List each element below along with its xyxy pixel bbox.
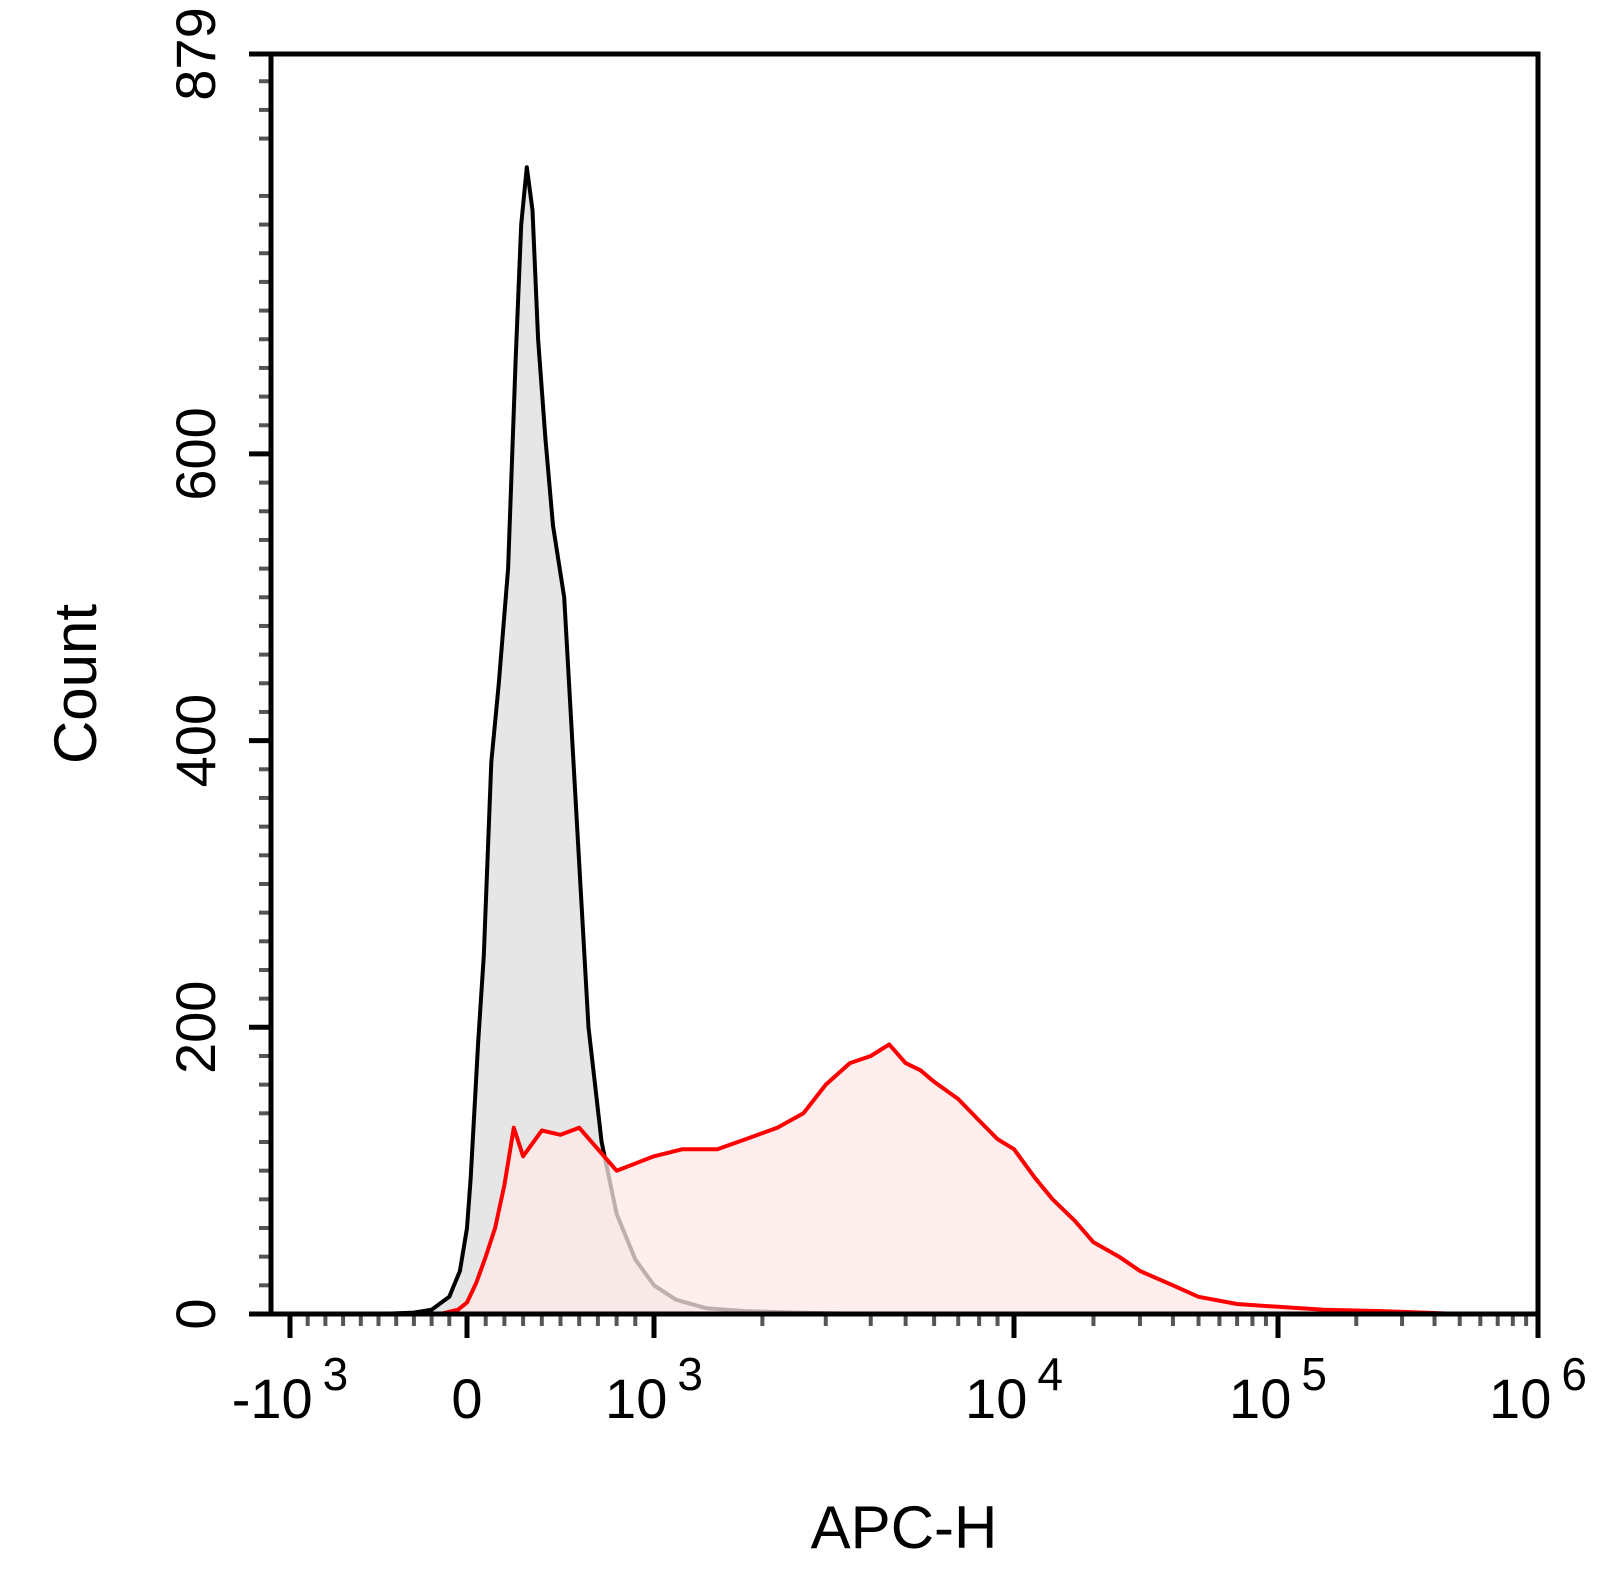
- x-tick-label: 10 4: [965, 1348, 1063, 1430]
- x-axis-title: APC-H: [811, 1494, 998, 1561]
- x-tick-label: 10 6: [1489, 1348, 1587, 1430]
- y-tick-label: 0: [164, 1298, 227, 1329]
- plot-frame: [268, 51, 1541, 1317]
- series-line-sample: [439, 1042, 1460, 1316]
- y-tick-label: 200: [164, 981, 227, 1074]
- series-fill-control: [378, 167, 1460, 1315]
- x-tick-label: -10 3: [232, 1348, 349, 1430]
- y-tick-label: 879: [164, 7, 227, 100]
- y-tick-label: 400: [164, 694, 227, 787]
- y-tick-label: 600: [164, 407, 227, 500]
- series-layer: [378, 165, 1460, 1316]
- y-axis-title: Count: [42, 604, 109, 764]
- series-fill-sample: [440, 1044, 1460, 1314]
- x-tick-label: 0: [451, 1367, 482, 1430]
- x-tick-label: 10 5: [1229, 1348, 1327, 1430]
- x-tick-label: 10 3: [605, 1348, 703, 1430]
